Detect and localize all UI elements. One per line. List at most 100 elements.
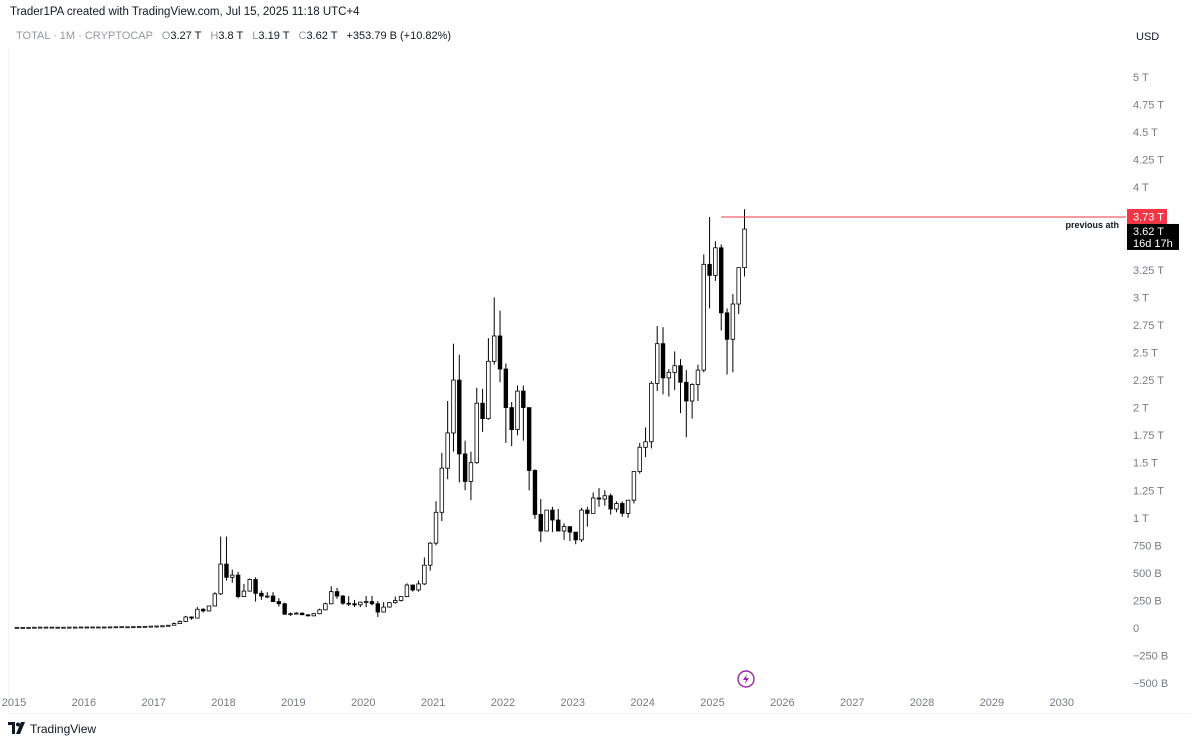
- candle: [276, 598, 282, 607]
- candle-body: [43, 626, 49, 629]
- candle-body: [253, 579, 258, 594]
- candle-body: [719, 247, 724, 314]
- candle: [445, 400, 450, 480]
- candle: [532, 469, 538, 519]
- candle-body: [701, 263, 706, 371]
- candle-body: [375, 603, 381, 613]
- symbol-legend[interactable]: TOTAL · 1M · CRYPTOCAP O3.27 T H3.8 T L3…: [16, 30, 451, 42]
- candle: [521, 385, 526, 441]
- candle: [625, 499, 631, 518]
- candle-body: [131, 626, 136, 629]
- candle: [526, 407, 532, 491]
- close-value: 3.62 T: [306, 30, 338, 42]
- candle-body: [334, 591, 340, 597]
- candle: [486, 338, 491, 420]
- tradingview-logo-icon[interactable]: [8, 721, 26, 737]
- candle-body: [206, 605, 212, 612]
- candle: [544, 509, 549, 532]
- candle: [643, 427, 648, 458]
- candle-body: [26, 626, 31, 629]
- candle: [160, 625, 165, 628]
- candle-body: [736, 267, 741, 305]
- candle-body: [451, 379, 456, 434]
- time-tick-label: 2018: [211, 697, 235, 709]
- candle: [719, 244, 724, 331]
- symbol-name[interactable]: TOTAL · 1M · CRYPTOCAP: [16, 30, 153, 42]
- candle-body: [311, 613, 316, 617]
- candle: [503, 363, 509, 443]
- candle-body: [107, 626, 113, 629]
- candle-body: [200, 608, 206, 612]
- candle: [515, 385, 520, 436]
- time-tick-label: 2015: [2, 697, 26, 709]
- candle-body: [265, 595, 270, 598]
- candle: [724, 308, 730, 375]
- candle-body: [608, 495, 613, 510]
- ath-label: previous ath: [1065, 220, 1119, 230]
- candle: [72, 626, 78, 629]
- candle-body: [20, 627, 25, 629]
- candle-body: [32, 626, 37, 629]
- currency-selector[interactable]: USD: [1136, 31, 1160, 43]
- candle-body: [305, 614, 311, 617]
- candle: [253, 577, 258, 602]
- candle-body: [538, 514, 543, 532]
- candle: [142, 625, 148, 628]
- candle-body: [358, 601, 363, 606]
- time-tick-label: 2022: [491, 697, 515, 709]
- candle-body: [724, 312, 730, 340]
- price-tick-label: 750 B: [1133, 540, 1162, 552]
- candle-body: [398, 596, 404, 601]
- candle-body: [579, 509, 584, 541]
- candle-body: [521, 390, 526, 409]
- candle: [439, 452, 445, 522]
- candle: [270, 592, 276, 603]
- candle: [649, 381, 654, 449]
- candle: [713, 241, 718, 281]
- candle-body: [567, 526, 573, 533]
- price-tick-label: 2.25 T: [1133, 375, 1164, 387]
- candle: [596, 488, 602, 507]
- candle-body: [270, 595, 276, 602]
- candle: [590, 492, 596, 514]
- candle-body: [241, 590, 247, 597]
- candle-body: [713, 247, 718, 276]
- time-tick-label: 2026: [770, 697, 794, 709]
- time-tick-label: 2027: [840, 697, 864, 709]
- candle: [689, 383, 695, 419]
- candle: [317, 608, 322, 615]
- low-label: L: [252, 30, 259, 42]
- candle: [61, 626, 66, 629]
- ath-price-tag-text: 3.73 T: [1133, 211, 1164, 223]
- candle-body: [614, 503, 619, 510]
- candle-body: [427, 542, 433, 566]
- candle: [265, 592, 270, 599]
- candle-body: [515, 390, 520, 431]
- price-tick-label: 2.75 T: [1133, 320, 1164, 332]
- last-price-text: 3.62 T: [1133, 226, 1164, 238]
- candle: [329, 586, 334, 605]
- candle: [579, 507, 584, 543]
- candle: [352, 599, 357, 608]
- candle: [497, 310, 503, 383]
- candle-body: [561, 526, 567, 532]
- candle-body: [90, 626, 95, 629]
- brand-name[interactable]: TradingView: [30, 722, 97, 736]
- candle: [433, 501, 439, 546]
- candle: [14, 626, 20, 629]
- candle-body: [387, 602, 392, 608]
- candle-body: [247, 579, 252, 592]
- price-tick-label: 1.25 T: [1133, 485, 1164, 497]
- candle: [26, 626, 31, 629]
- candle-body: [492, 335, 497, 362]
- candle-body: [486, 360, 491, 420]
- price-tick-label: 4.25 T: [1133, 155, 1164, 167]
- price-tick-label: 2.5 T: [1133, 348, 1158, 360]
- time-tick-label: 2020: [351, 697, 375, 709]
- candle-body: [660, 343, 666, 379]
- candle: [660, 327, 666, 395]
- candle-body: [288, 613, 293, 616]
- candle-body: [678, 365, 683, 383]
- candle-body: [393, 600, 398, 604]
